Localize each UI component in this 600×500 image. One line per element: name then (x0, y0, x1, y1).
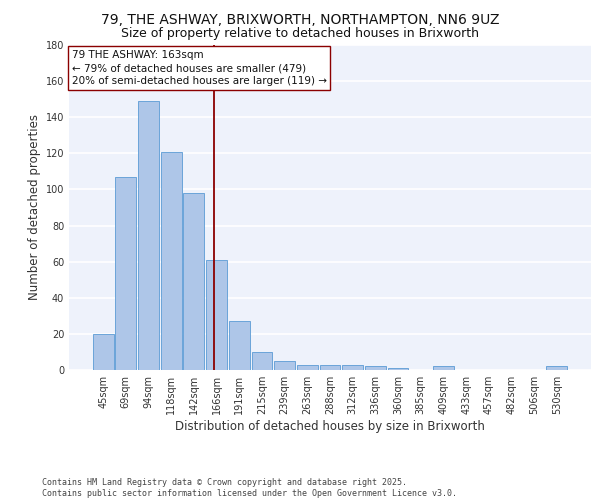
Bar (547, 366, 567, 370)
Bar (161, 152, 182, 370)
Bar (365, 366, 386, 370)
Bar (342, 364, 363, 370)
Bar (115, 177, 136, 370)
Bar (206, 260, 227, 370)
Y-axis label: Number of detached properties: Number of detached properties (28, 114, 41, 300)
Bar (229, 322, 250, 370)
Text: 79, THE ASHWAY, BRIXWORTH, NORTHAMPTON, NN6 9UZ: 79, THE ASHWAY, BRIXWORTH, NORTHAMPTON, … (101, 12, 499, 26)
Bar (93, 334, 113, 370)
Bar (184, 193, 205, 370)
Text: 79 THE ASHWAY: 163sqm
← 79% of detached houses are smaller (479)
20% of semi-det: 79 THE ASHWAY: 163sqm ← 79% of detached … (71, 50, 326, 86)
X-axis label: Distribution of detached houses by size in Brixworth: Distribution of detached houses by size … (175, 420, 485, 433)
Text: Contains HM Land Registry data © Crown copyright and database right 2025.
Contai: Contains HM Land Registry data © Crown c… (42, 478, 457, 498)
Bar (138, 101, 159, 370)
Bar (388, 368, 409, 370)
Bar (433, 366, 454, 370)
Bar (320, 364, 340, 370)
Text: Size of property relative to detached houses in Brixworth: Size of property relative to detached ho… (121, 28, 479, 40)
Bar (274, 361, 295, 370)
Bar (297, 364, 318, 370)
Bar (251, 352, 272, 370)
